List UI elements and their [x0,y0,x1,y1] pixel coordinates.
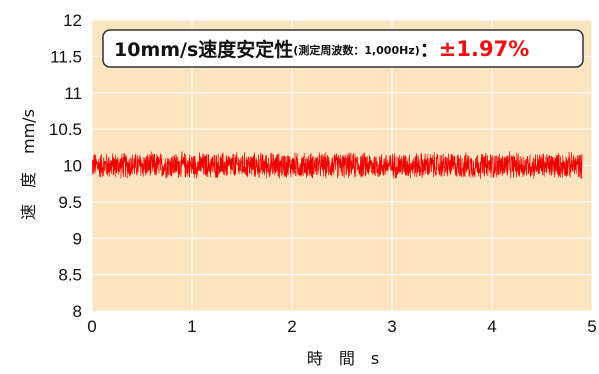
y-tick-label: 12 [63,11,82,30]
chart-title-value: ±1.97% [439,37,529,61]
y-axis-ticks: 8 8.5 9 9.5 10 10.5 11 11.5 12 [49,11,82,321]
chart-title-sep: ： [420,39,439,61]
title-box-frame [102,29,584,68]
x-tick-label: 4 [487,317,496,336]
y-tick-label: 8 [73,302,82,321]
y-tick-label: 9 [73,229,82,248]
y-tick-label: 10 [63,157,82,176]
y-tick-label: 11.5 [50,47,82,66]
x-axis-ticks: 0 1 2 3 4 5 [87,317,596,336]
y-tick-label: 9.5 [58,193,82,212]
y-tick-label: 11 [64,84,82,103]
y-tick-label: 10.5 [49,120,82,139]
series-line [91,151,583,179]
y-axis-title-text: 速 度 [19,172,38,220]
title-box: 10mm/s速度安定性(測定周波数：1,000Hz)：±1.97% [102,29,584,68]
chart-title: 10mm/s速度安定性(測定周波数：1,000Hz)：±1.97% [114,37,529,61]
y-tick-label: 8.5 [58,266,82,285]
x-tick-label: 3 [387,317,396,336]
x-tick-label: 5 [587,317,596,336]
x-axis-title: 時 間 s [307,349,379,368]
x-tick-label: 0 [87,317,96,336]
y-axis-title-unit: mm/s [19,109,38,154]
series-group [91,151,583,179]
y-axis-title: 速 度 mm/s [19,109,38,220]
x-tick-label: 2 [287,317,296,336]
chart-title-main: 10mm/s速度安定性 [114,38,293,61]
chart-title-note: (測定周波数：1,000Hz) [293,43,419,57]
x-tick-label: 1 [187,317,196,336]
